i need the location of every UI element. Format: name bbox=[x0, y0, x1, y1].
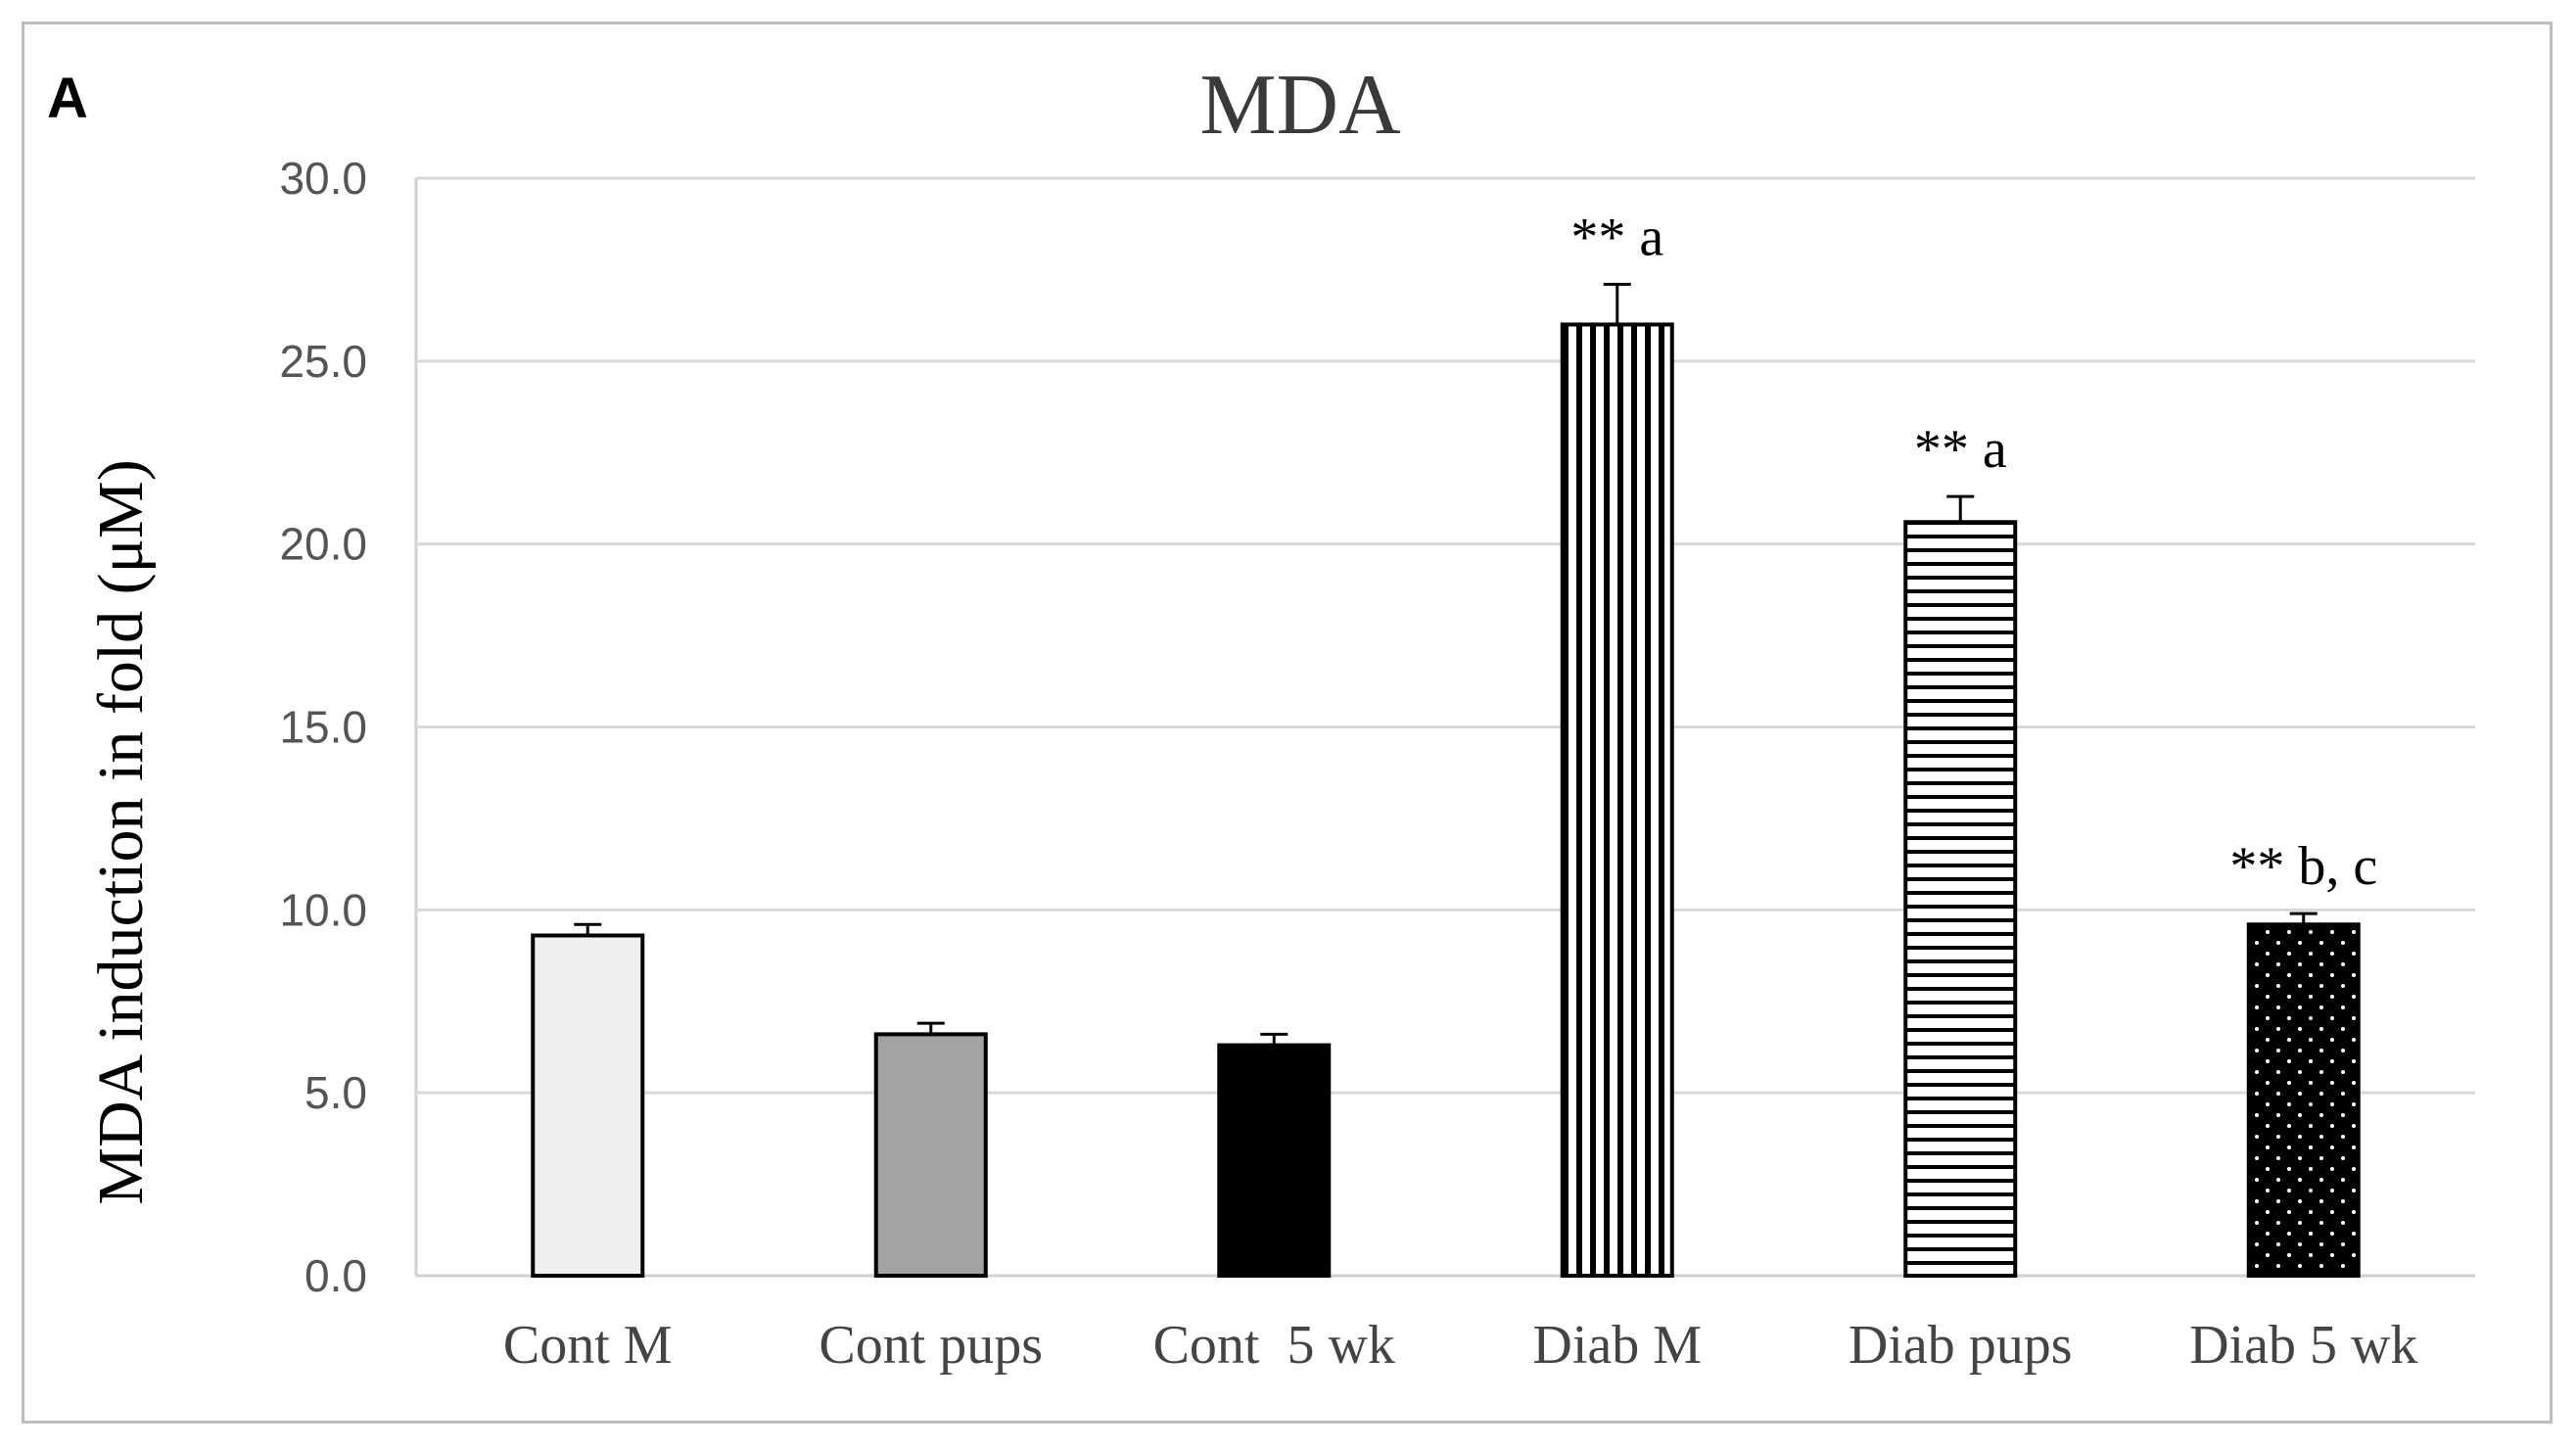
panel-label: A bbox=[47, 67, 88, 130]
x-tick-label: Diab M bbox=[1532, 1315, 1702, 1376]
gridlines bbox=[414, 176, 2475, 1278]
x-tick-label: Diab 5 wk bbox=[2189, 1315, 2417, 1376]
y-tick-label: 25.0 bbox=[279, 336, 367, 387]
bar bbox=[1903, 520, 2018, 1278]
x-tick-label: Cont 5 wk bbox=[1153, 1315, 1395, 1376]
significance-label: ** a bbox=[1570, 207, 1663, 267]
y-tick-label: 30.0 bbox=[279, 153, 367, 204]
y-axis-label: MDA induction in fold (μM) bbox=[85, 459, 157, 1204]
y-tick-label: 15.0 bbox=[279, 702, 367, 753]
y-tick-label: 10.0 bbox=[279, 884, 367, 935]
chart-title: MDA bbox=[1199, 58, 1400, 153]
bar bbox=[1217, 1043, 1332, 1278]
bar bbox=[2246, 922, 2361, 1279]
y-tick-label: 0.0 bbox=[304, 1250, 367, 1301]
x-axis-ticks: Cont M Cont pups Cont 5 wk Diab M Diab pups D… bbox=[503, 1315, 2418, 1376]
x-tick-label: Diab pups bbox=[1849, 1315, 2073, 1376]
y-tick-label: 20.0 bbox=[279, 519, 367, 570]
bar bbox=[531, 933, 645, 1278]
bars: ** a ** a ** b, c bbox=[531, 207, 2377, 1279]
bar bbox=[1560, 322, 1674, 1278]
bar bbox=[873, 1032, 988, 1278]
y-axis-ticks: 0.0 5.0 10.0 15.0 20.0 25.0 30.0 bbox=[279, 153, 367, 1301]
figure-frame bbox=[22, 22, 2553, 1424]
y-tick-label: 5.0 bbox=[304, 1067, 367, 1118]
x-tick-label: Cont pups bbox=[819, 1315, 1043, 1376]
significance-label: ** a bbox=[1914, 419, 2007, 480]
x-tick-label: Cont M bbox=[503, 1315, 673, 1376]
significance-label: ** b, c bbox=[2229, 836, 2377, 897]
